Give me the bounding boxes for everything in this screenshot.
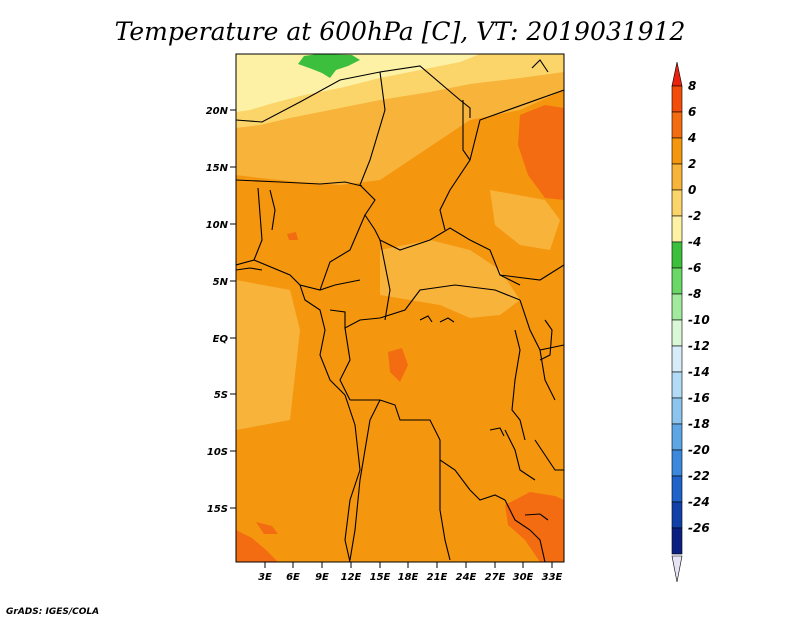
colorbar-label: 0 — [688, 183, 696, 197]
colorbar-segment — [671, 319, 683, 347]
lon-label: 3E — [258, 572, 272, 583]
colorbar-segment — [671, 449, 683, 477]
colorbar-segment — [671, 241, 683, 269]
colorbar-segment — [671, 215, 683, 243]
lon-label: 30E — [513, 572, 534, 583]
lon-label: 24E — [456, 572, 477, 583]
colorbar-label: -22 — [688, 469, 710, 483]
temperature-field — [236, 54, 564, 562]
colorbar-segment — [671, 345, 683, 373]
colorbar-label: -12 — [688, 339, 710, 353]
latitude-axis: 20N 15N 10N 5N EQ 5S 10S 15S — [206, 106, 236, 515]
lat-label: 15S — [207, 504, 228, 515]
country-borders — [236, 59, 564, 562]
field-band-0-2-east — [490, 190, 560, 250]
lat-label: 10S — [207, 447, 228, 458]
lon-label: 27E — [485, 572, 506, 583]
grads-credit: GrADS: IGES/COLA — [6, 607, 99, 617]
lat-label: EQ — [213, 334, 229, 345]
colorbar-label: -10 — [688, 313, 710, 327]
map-frame — [235, 53, 565, 563]
lon-label: 6E — [286, 572, 300, 583]
colorbar-segment — [671, 111, 683, 139]
field-band-4-6-sw — [236, 530, 278, 562]
field-band-4-6-se — [505, 492, 564, 562]
colorbar-segment — [671, 423, 683, 451]
colorbar-segment — [671, 137, 683, 165]
colorbar-labels: 8 6 4 2 0 -2 -4 -6 -8 -10 -12 -14 -16 -18 -20 -22 -24 -26 — [687, 79, 710, 535]
lon-label: 21E — [427, 572, 448, 583]
colorbar-segment — [671, 397, 683, 425]
colorbar-segment — [671, 189, 683, 217]
field-band-0-2-west — [236, 280, 300, 430]
field-band-neg6-neg4 — [298, 54, 360, 78]
colorbar-label: -8 — [688, 287, 701, 301]
colorbar-segment — [671, 475, 683, 503]
colorbar-label: -26 — [688, 521, 710, 535]
colorbar-label: 6 — [688, 105, 696, 119]
colorbar-label: -16 — [688, 391, 710, 405]
colorbar-over-triangle — [671, 61, 683, 87]
lon-label: 33E — [542, 572, 563, 583]
colorbar-label: -18 — [688, 417, 710, 431]
colorbar-label: -24 — [688, 495, 710, 509]
colorbar-segment — [671, 85, 683, 113]
colorbar-segment — [671, 371, 683, 399]
colorbar-label: -4 — [688, 235, 701, 249]
lon-label: 12E — [341, 572, 362, 583]
colorbar-label: -6 — [688, 261, 701, 275]
lat-label: 20N — [206, 106, 229, 117]
colorbar-segment — [671, 293, 683, 321]
lat-label: 15N — [206, 163, 229, 174]
colorbar-label: 2 — [688, 157, 696, 171]
colorbar-segment — [671, 501, 683, 529]
lat-label: 5N — [213, 277, 229, 288]
field-band-0-2-central — [380, 240, 520, 318]
colorbar-segment — [671, 527, 683, 555]
map-title: Temperature at 600hPa [C], VT: 201903191… — [115, 17, 686, 46]
colorbar-segment — [671, 267, 683, 295]
colorbar-label: -2 — [688, 209, 701, 223]
colorbar-under-triangle — [671, 555, 683, 583]
field-band-4-6-ne — [518, 105, 564, 200]
colorbar-label: -20 — [688, 443, 710, 457]
lon-label: 9E — [315, 572, 329, 583]
colorbar-label: 4 — [687, 131, 696, 145]
colorbar-segment — [671, 163, 683, 191]
colorbar-label: 8 — [688, 79, 696, 93]
field-band-4-6-sw2 — [256, 522, 278, 534]
field-band-4-6-congo — [388, 348, 408, 382]
lon-label: 15E — [370, 572, 391, 583]
field-band-neg4-neg2 — [236, 54, 480, 112]
colorbar-label: -14 — [688, 365, 710, 379]
colorbar — [671, 61, 683, 583]
longitude-axis: 3E 6E 9E 12E 15E 18E 21E 24E 27E 30E 33E — [258, 562, 563, 583]
lon-label: 18E — [398, 572, 419, 583]
lat-label: 10N — [206, 220, 229, 231]
field-band-4-6-nig — [287, 232, 298, 240]
lat-label: 5S — [214, 390, 228, 401]
